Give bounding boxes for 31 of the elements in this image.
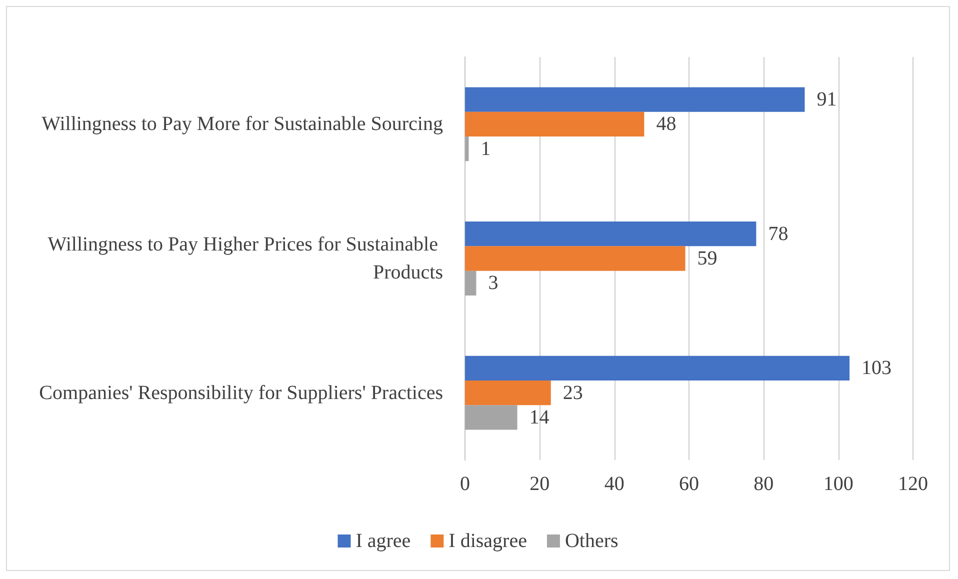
y-tick-label: Companies' Responsibility for Suppliers' Practices <box>39 382 444 404</box>
legend-label: I agree <box>356 530 411 552</box>
bar <box>465 112 644 136</box>
bar <box>465 136 469 162</box>
x-tick-label: 100 <box>823 473 854 495</box>
bar <box>465 246 686 271</box>
bar <box>465 222 756 246</box>
bar <box>465 356 850 381</box>
data-label: 48 <box>656 113 676 136</box>
x-tick-label: 0 <box>460 473 470 495</box>
data-label: 103 <box>862 357 892 380</box>
data-label: 14 <box>529 406 550 428</box>
bar <box>465 380 551 406</box>
data-label: 3 <box>488 272 498 294</box>
data-label: 59 <box>697 248 718 270</box>
x-tick-label: 120 <box>898 473 928 495</box>
data-label: 91 <box>816 88 837 111</box>
y-tick-label: Willingness to Pay More for Sustainable Sourcing <box>42 113 443 136</box>
data-label: 23 <box>562 382 583 404</box>
bar <box>465 87 805 112</box>
x-tick-label: 40 <box>604 473 624 495</box>
data-label: 78 <box>768 222 788 245</box>
data-label: 1 <box>480 138 491 160</box>
x-tick-label: 60 <box>679 473 699 495</box>
x-tick-label: 80 <box>754 473 774 495</box>
legend-label: Others <box>564 530 618 552</box>
y-tick-label: Willingness to Pay Higher Prices for Sustainable Products <box>48 234 444 284</box>
x-tick-label: 20 <box>530 473 550 495</box>
legend-label: I disagree <box>448 530 528 552</box>
bar <box>465 405 518 430</box>
bar <box>465 270 476 296</box>
